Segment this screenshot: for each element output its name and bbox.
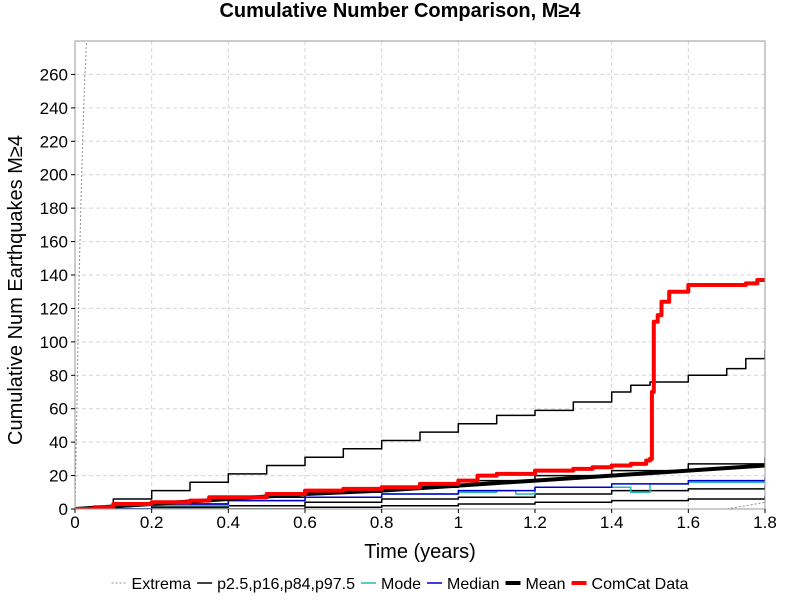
y-tick-label: 100	[40, 333, 68, 352]
y-tick-label: 240	[40, 99, 68, 118]
x-tick-label: 1.8	[753, 513, 777, 532]
x-tick-label: 1.2	[523, 513, 547, 532]
x-axis-ticks: 0 0.2 0.4 0.6 0.8 1 1.2 1.4 1.6 1.8	[70, 509, 777, 532]
x-axis-label: Time (years)	[364, 541, 475, 563]
y-axis-label: Cumulative Num Earthquakes M≥4	[5, 135, 27, 445]
y-tick-label: 0	[59, 500, 68, 519]
series-line-p2-5-p16-p84-p97-5	[75, 495, 765, 509]
x-tick-label: 1	[454, 513, 463, 532]
legend-label: Extrema	[132, 576, 192, 593]
legend-label: Mode	[381, 576, 421, 593]
grid	[74, 41, 766, 510]
x-tick-label: 1.6	[677, 513, 701, 532]
legend-label: ComCat Data	[592, 576, 689, 593]
legend: Extrema p2.5,p16,p84,p97.5 Mode Median Mean C…	[111, 576, 689, 593]
chart-title: Cumulative Number Comparison, M≥4	[219, 0, 581, 22]
y-tick-label: 120	[40, 299, 68, 318]
x-tick-label: 1.4	[600, 513, 624, 532]
legend-item: Mean	[505, 576, 566, 593]
series-line-p2-5-p16-p84-p97-5	[75, 350, 765, 509]
y-tick-label: 20	[49, 467, 68, 486]
y-tick-label: 200	[40, 166, 68, 185]
x-tick-label: 0.2	[140, 513, 164, 532]
y-tick-label: 180	[40, 199, 68, 218]
legend-label: Mean	[526, 576, 566, 593]
y-tick-label: 140	[40, 266, 68, 285]
legend-item: ComCat Data	[571, 576, 689, 593]
series-line-median	[75, 477, 765, 509]
y-tick-label: 160	[40, 233, 68, 252]
y-tick-label: 260	[40, 65, 68, 84]
y-tick-label: 60	[49, 400, 68, 419]
legend-label: Median	[447, 576, 499, 593]
y-tick-label: 220	[40, 132, 68, 151]
legend-label: p2.5,p16,p84,p97.5	[217, 576, 355, 593]
series-line-extrema	[75, 501, 765, 509]
x-tick-label: 0.6	[293, 513, 317, 532]
y-tick-label: 40	[49, 433, 68, 452]
legend-item: p2.5,p16,p84,p97.5	[197, 576, 355, 593]
y-tick-label: 80	[49, 366, 68, 385]
x-tick-label: 0	[70, 513, 79, 532]
series-line-p2-5-p16-p84-p97-5	[75, 485, 765, 509]
plot-series	[75, 41, 765, 509]
x-tick-label: 0.8	[370, 513, 394, 532]
series-line-comcat-data	[75, 278, 765, 509]
legend-item: Median	[427, 576, 500, 593]
legend-item: Extrema	[111, 576, 192, 593]
x-tick-label: 0.4	[217, 513, 241, 532]
y-axis-ticks: 0 20 40 60 80 100 120 140 160 180 200 220 240 260	[40, 65, 75, 519]
legend-item: Mode	[361, 576, 421, 593]
series-line-extrema	[75, 41, 87, 509]
